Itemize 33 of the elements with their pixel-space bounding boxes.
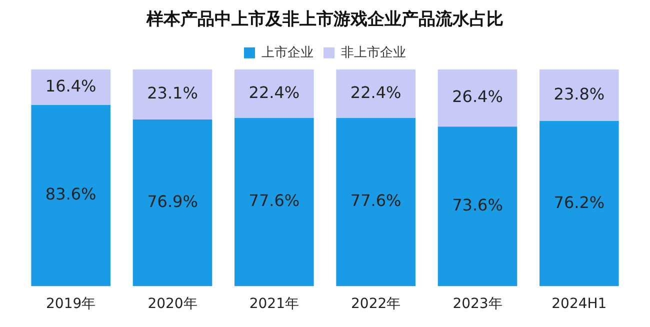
bar [336,69,416,118]
data-label: 73.6% [452,196,503,215]
bar [234,118,314,286]
x-tick-label: 2022年 [351,296,401,312]
x-tick-label: 2019年 [46,296,96,312]
bar [540,69,619,121]
data-label: 77.6% [350,191,402,210]
bar [438,69,518,127]
legend-label: 非上市企业 [341,45,406,60]
bar [540,121,619,286]
data-label: 23.1% [147,84,198,103]
bar [132,119,212,286]
data-label: 83.6% [45,184,96,204]
data-label: 76.2% [554,192,605,212]
x-tick-label: 2024H1 [552,296,607,312]
bar [132,69,212,120]
bar [438,126,518,286]
bar [336,118,416,286]
data-label: 77.6% [248,191,300,210]
bar [31,104,110,286]
data-label: 76.9% [147,192,198,211]
x-tick-label: 2021年 [249,296,299,312]
data-label: 23.8% [554,84,605,104]
data-label: 22.4% [350,82,402,102]
x-tick-label: 2020年 [148,296,198,312]
bar [31,69,110,105]
chart-title: 样本产品中上市及非上市游戏企业产品流水占比 [146,10,504,30]
bar [234,69,314,118]
data-label: 26.4% [452,87,503,106]
data-label: 22.4% [248,82,300,102]
legend-label: 上市企业 [262,45,314,60]
x-tick-label: 2023年 [452,296,502,312]
data-label: 16.4% [45,76,96,96]
